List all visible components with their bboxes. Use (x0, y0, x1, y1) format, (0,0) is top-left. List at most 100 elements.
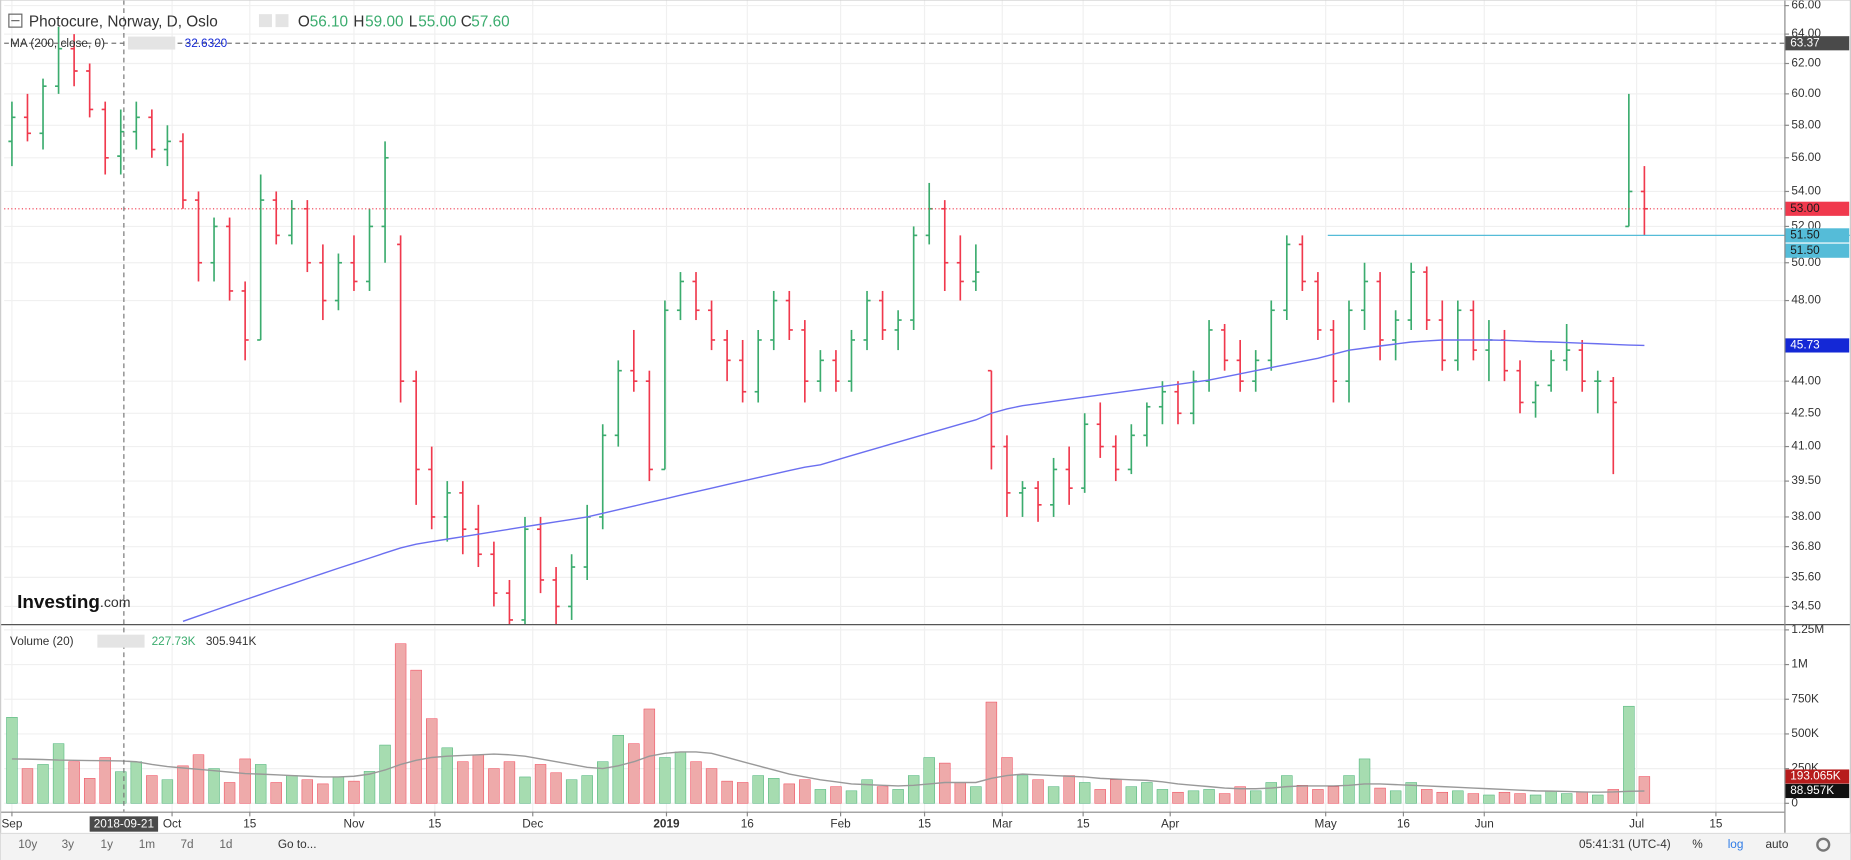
y-tick-label: 50.00 (1791, 256, 1821, 269)
y-tick-label: 56.00 (1791, 151, 1821, 164)
range-button[interactable]: 7d (180, 838, 193, 851)
volume-bar (286, 775, 298, 804)
x-tick-label: 15 (918, 818, 932, 831)
volume-bar (1032, 779, 1044, 804)
volume-bar (783, 783, 795, 804)
volume-bar (581, 775, 593, 804)
range-button[interactable]: 3y (62, 838, 75, 851)
volume-icons[interactable] (97, 634, 145, 648)
volume-bar (1265, 782, 1277, 804)
volume-bar (721, 780, 733, 804)
volume-bar (534, 764, 547, 804)
y-tick-label: 58.00 (1791, 118, 1821, 131)
volume-bar (1001, 757, 1013, 804)
volume-bar (161, 779, 174, 804)
volume-bar (177, 765, 189, 804)
volume-series (6, 643, 1651, 804)
volume-bar (1576, 791, 1588, 804)
volume-bar (550, 772, 562, 804)
settings-icon[interactable] (275, 14, 289, 28)
y-tick-label: 44.00 (1791, 374, 1821, 387)
x-tick-label: 15 (243, 818, 257, 831)
volume-bar (1281, 775, 1293, 804)
volume-bar (659, 757, 671, 804)
volume-bar (1638, 776, 1651, 804)
volume-bar (37, 764, 49, 804)
volume-bar (426, 718, 438, 804)
price-line-label-bg (1785, 243, 1850, 258)
ma-value: 32.6320 (185, 37, 228, 50)
volume-bar (1063, 775, 1075, 804)
volume-bar (923, 757, 935, 804)
v-tick-label: 500K (1791, 727, 1819, 740)
low-key: L (409, 13, 418, 30)
v-tick-label: 0 (1791, 796, 1798, 809)
ma-icons[interactable] (128, 36, 176, 50)
volume-bar (472, 754, 485, 804)
volume-bar (845, 790, 858, 804)
volume-label: 193.065K (1790, 770, 1841, 783)
volume-bar (115, 771, 127, 804)
volume-ma-value: 305.941K (206, 635, 257, 648)
volume-bar (239, 758, 251, 804)
toolbar-buttons: 10y 3y 1y 1m 7d 1d (18, 838, 232, 851)
volume-bar (317, 783, 329, 804)
volume-bar (1187, 790, 1200, 804)
ma-label-bg (1785, 338, 1850, 353)
volume-bar (565, 779, 578, 804)
volume-bar (830, 786, 842, 804)
collapse-icon[interactable] (8, 13, 23, 28)
volume-ma-line (11, 751, 1645, 793)
y-tick-label: 41.00 (1791, 440, 1821, 453)
volume-bar (1125, 786, 1138, 804)
volume-ma-label-bg (1785, 783, 1850, 799)
percent-button[interactable]: % (1692, 838, 1703, 851)
x-tick-label: Apr (1161, 818, 1179, 831)
volume-bar (1312, 789, 1324, 804)
crosshair-x-label: 2018-09-21 (94, 818, 154, 831)
range-button[interactable]: 1y (101, 838, 114, 851)
volume-bar (441, 747, 453, 804)
volume-bar (1498, 791, 1511, 804)
x-tick-label: 16 (1397, 818, 1411, 831)
y-tick-label: 42.50 (1791, 406, 1821, 419)
volume-bar (146, 775, 158, 804)
volume-bar (1156, 789, 1169, 804)
volume-bar (705, 768, 718, 804)
y-tick-label: 36.80 (1791, 540, 1821, 553)
open-key: O (298, 13, 310, 30)
volume-bar (1047, 786, 1060, 804)
high-key: H (353, 13, 364, 30)
settings-gear[interactable] (1816, 837, 1831, 852)
range-button[interactable]: 10y (18, 838, 37, 851)
toolbar (0, 832, 1851, 860)
log-button[interactable]: log (1728, 838, 1744, 851)
volume-bar (130, 761, 142, 804)
range-button[interactable]: 1d (219, 838, 232, 851)
volume-bar (1467, 793, 1480, 804)
volume-bar (1374, 787, 1386, 804)
volume-bar (1592, 794, 1604, 804)
volume-bar (1560, 793, 1573, 804)
range-button[interactable]: 1m (139, 838, 156, 851)
ma-label: 45.73 (1790, 339, 1820, 352)
volume-bar (348, 780, 360, 804)
volume-bar (690, 761, 702, 804)
volume-bar (1141, 782, 1153, 804)
hide-icon[interactable] (258, 14, 272, 28)
auto-button[interactable]: auto (1765, 838, 1788, 851)
volume-bar (892, 789, 904, 804)
crosshair-y-label-bg (1785, 36, 1850, 51)
volume-bar (1514, 793, 1526, 804)
ohlc-legend: O56.10 H59.00 L55.00 C57.60 (298, 13, 510, 30)
x-tick-label: Jun (1475, 818, 1494, 831)
volume-bar (488, 768, 500, 804)
volume-bar (83, 778, 96, 804)
volume-bar (363, 771, 376, 804)
volume-bar (1483, 794, 1495, 804)
volume-bar (1405, 782, 1417, 804)
ma-line (182, 339, 1645, 623)
goto-button[interactable]: Go to... (278, 838, 317, 851)
